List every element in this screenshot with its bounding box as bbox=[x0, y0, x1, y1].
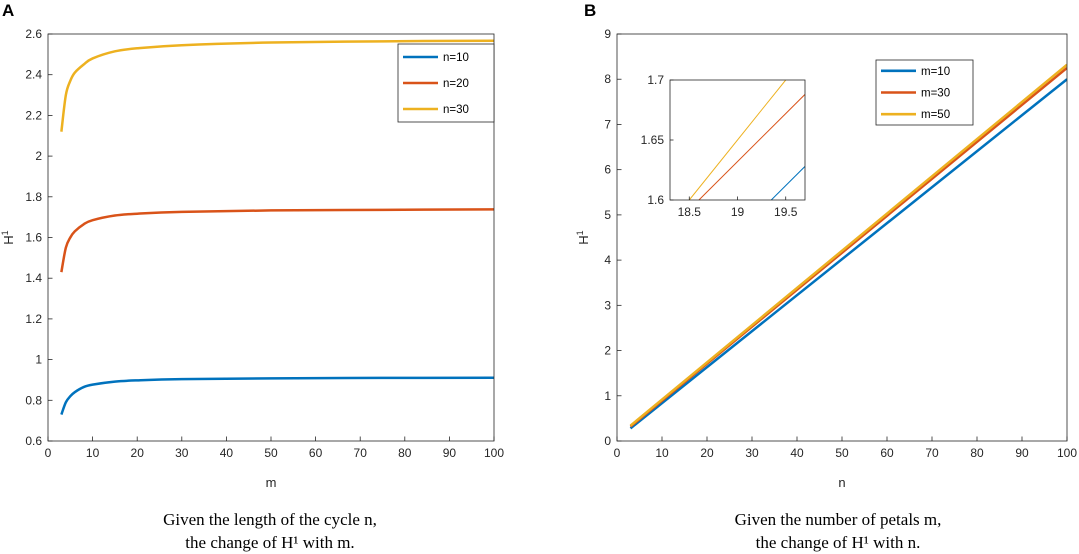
b-ytick-label: 3 bbox=[604, 298, 611, 312]
a-xtick-label: 80 bbox=[398, 446, 412, 460]
caption-a: Given the length of the cycle n, the cha… bbox=[30, 508, 510, 554]
series-line-n-30 bbox=[60, 39, 494, 132]
a-xtick-label: 90 bbox=[443, 446, 457, 460]
a-ytick-label: 2.4 bbox=[25, 68, 42, 82]
b-xtick-label: 100 bbox=[1057, 446, 1077, 460]
b-xtick-label: 90 bbox=[1015, 446, 1029, 460]
i-xtick-label: 19 bbox=[731, 205, 745, 219]
legend-label: m=50 bbox=[921, 109, 950, 121]
b-ytick-label: 5 bbox=[604, 208, 611, 222]
b-xtick-label: 70 bbox=[925, 446, 939, 460]
panel-b-ylabel-sup: 1 bbox=[575, 230, 585, 235]
series-line-n-20 bbox=[60, 208, 494, 273]
a-ytick-label: 1.6 bbox=[25, 231, 42, 245]
panel-b-series-group bbox=[629, 63, 1067, 430]
a-ytick-label: 1 bbox=[35, 353, 42, 367]
legend-label: n=30 bbox=[443, 104, 469, 116]
legend-label: n=10 bbox=[443, 52, 469, 64]
b-xtick-label: 80 bbox=[970, 446, 984, 460]
a-ytick-label: 2.6 bbox=[25, 27, 42, 41]
a-xtick-label: 60 bbox=[309, 446, 323, 460]
series-line-m-30 bbox=[698, 94, 805, 200]
a-xtick-label: 20 bbox=[131, 446, 145, 460]
panel-a-legend: n=10 n=20 n=30 bbox=[397, 43, 495, 123]
figure: A 0 10 20 30 40 50 60 70 80 90 1000.60.811.21.41.6… bbox=[0, 1, 1077, 490]
a-ytick-label: 0.8 bbox=[25, 393, 42, 407]
a-xtick-label: 30 bbox=[175, 446, 189, 460]
series-line-n-10 bbox=[60, 376, 494, 415]
inset-series-group bbox=[688, 80, 805, 200]
a-xtick-label: 0 bbox=[45, 446, 52, 460]
b-ytick-label: 2 bbox=[604, 344, 611, 358]
b-ytick-label: 1 bbox=[604, 389, 611, 403]
panel-a-ylabel-sup: 1 bbox=[0, 230, 10, 235]
b-ytick-label: 7 bbox=[604, 117, 611, 131]
panel-b-inset: 18.5 19 19.5 1.6 1.65 1.7 bbox=[641, 73, 806, 219]
panel-b-xlabel: n bbox=[838, 475, 845, 490]
b-ytick-label: 0 bbox=[604, 434, 611, 448]
a-xtick-label: 70 bbox=[354, 446, 368, 460]
i-ytick-label: 1.7 bbox=[647, 73, 664, 87]
b-xtick-label: 40 bbox=[790, 446, 804, 460]
b-xtick-label: 10 bbox=[655, 446, 669, 460]
panel-b-legend: m=10 m=30 m=50 bbox=[875, 59, 974, 126]
panel-a-xlabel: m bbox=[266, 475, 277, 490]
panel-b-label: B bbox=[584, 1, 596, 20]
series-line-m-50 bbox=[688, 80, 787, 200]
inset-ticks: 18.5 19 19.5 1.6 1.65 1.7 bbox=[641, 73, 798, 219]
panel-b-ticks: 0 10 20 30 40 50 60 70 80 90 100 0 1 2 3 4 5 6 7 8 9 bbox=[604, 27, 1077, 460]
caption-b-line2: the change of H¹ with n. bbox=[755, 533, 921, 552]
series-line-m-10 bbox=[770, 166, 805, 200]
b-xtick-label: 60 bbox=[880, 446, 894, 460]
caption-a-line2: the change of H¹ with m. bbox=[185, 533, 355, 552]
a-ytick-label: 2 bbox=[35, 149, 42, 163]
b-xtick-label: 20 bbox=[700, 446, 714, 460]
i-xtick-label: 18.5 bbox=[678, 205, 702, 219]
b-ytick-label: 4 bbox=[604, 253, 611, 267]
panel-b-ylabel-main: H bbox=[576, 235, 591, 244]
a-ytick-label: 2.2 bbox=[25, 108, 42, 122]
panel-a-ticks: 0 10 20 30 40 50 60 70 80 90 100 0.6 0.8 1 1.2 1.4 1.6 1.… bbox=[25, 27, 504, 460]
a-xtick-label: 10 bbox=[86, 446, 100, 460]
caption-b: Given the number of petals m, the change… bbox=[598, 508, 1078, 554]
legend-label: n=20 bbox=[443, 78, 469, 90]
a-xtick-label: 50 bbox=[264, 446, 278, 460]
panel-a-series-group bbox=[60, 39, 494, 415]
a-ytick-label: 1.2 bbox=[25, 312, 42, 326]
b-xtick-label: 50 bbox=[835, 446, 849, 460]
panel-a-ylabel: H1 bbox=[0, 230, 16, 244]
b-xtick-label: 30 bbox=[745, 446, 759, 460]
a-xtick-label: 40 bbox=[220, 446, 234, 460]
b-ytick-label: 8 bbox=[604, 72, 611, 86]
i-ytick-label: 1.65 bbox=[641, 133, 665, 147]
panel-b-ylabel: H1 bbox=[575, 230, 591, 244]
panel-a-label: A bbox=[2, 1, 14, 20]
panel-a: A 0 10 20 30 40 50 60 70 80 90 100 0.6 0.8 1 1.2 1.4 1.6… bbox=[0, 1, 504, 490]
b-ytick-label: 9 bbox=[604, 27, 611, 41]
caption-b-line1: Given the number of petals m, bbox=[734, 510, 942, 529]
a-xtick-label: 100 bbox=[484, 446, 504, 460]
panel-a-ylabel-main: H bbox=[1, 235, 16, 244]
legend-label: m=30 bbox=[921, 88, 950, 100]
i-ytick-label: 1.6 bbox=[647, 193, 664, 207]
b-xtick-label: 0 bbox=[614, 446, 621, 460]
caption-a-line1: Given the length of the cycle n, bbox=[163, 510, 377, 529]
a-ytick-label: 1.8 bbox=[25, 190, 42, 204]
b-ytick-label: 6 bbox=[604, 163, 611, 177]
series-line-m-50 bbox=[629, 63, 1067, 427]
series-line-m-10 bbox=[629, 78, 1067, 430]
i-xtick-label: 19.5 bbox=[774, 205, 798, 219]
legend-label: m=10 bbox=[921, 66, 950, 78]
a-ytick-label: 0.6 bbox=[25, 434, 42, 448]
a-ytick-label: 1.4 bbox=[25, 271, 42, 285]
